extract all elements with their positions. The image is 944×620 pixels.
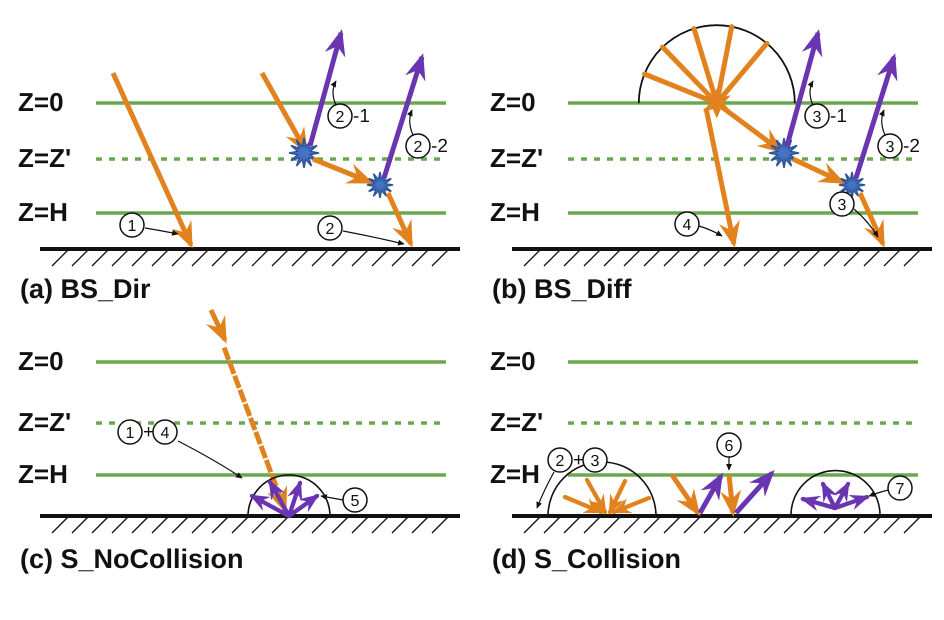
svg-text:Z=0: Z=0: [490, 346, 536, 376]
svg-text:-2: -2: [903, 136, 920, 157]
svg-text:(c) S_NoCollision: (c) S_NoCollision: [20, 544, 244, 574]
svg-text:(b) BS_Diff: (b) BS_Diff: [492, 274, 632, 304]
svg-text:Z=H: Z=H: [490, 459, 540, 489]
svg-text:(d) S_Collision: (d) S_Collision: [492, 544, 681, 574]
svg-text:-1: -1: [830, 106, 847, 127]
svg-text:2: 2: [556, 453, 565, 470]
svg-text:3: 3: [886, 139, 895, 156]
svg-text:2: 2: [414, 139, 423, 156]
svg-text:-1: -1: [353, 106, 370, 127]
svg-text:4: 4: [161, 425, 170, 442]
svg-text:2: 2: [336, 109, 345, 126]
svg-text:Z=Z': Z=Z': [490, 143, 543, 173]
svg-text:Z=Z': Z=Z': [490, 407, 543, 437]
svg-text:3: 3: [813, 109, 822, 126]
svg-text:Z=H: Z=H: [18, 459, 68, 489]
svg-text:Z=Z': Z=Z': [18, 143, 71, 173]
svg-text:2: 2: [326, 221, 335, 238]
svg-text:Z=H: Z=H: [18, 197, 68, 227]
svg-text:Z=Z': Z=Z': [18, 407, 71, 437]
svg-text:3: 3: [591, 453, 600, 470]
svg-text:3: 3: [838, 197, 847, 214]
svg-text:5: 5: [351, 493, 360, 510]
svg-text:Z=H: Z=H: [490, 197, 540, 227]
svg-text:1: 1: [128, 218, 137, 235]
svg-text:7: 7: [896, 481, 905, 498]
svg-text:1: 1: [126, 425, 135, 442]
svg-text:6: 6: [725, 438, 734, 455]
svg-text:(a) BS_Dir: (a) BS_Dir: [20, 274, 151, 304]
svg-text:-2: -2: [431, 136, 448, 157]
svg-text:Z=0: Z=0: [490, 87, 536, 117]
svg-text:4: 4: [683, 217, 692, 234]
svg-text:Z=0: Z=0: [18, 87, 64, 117]
svg-text:Z=0: Z=0: [18, 346, 64, 376]
